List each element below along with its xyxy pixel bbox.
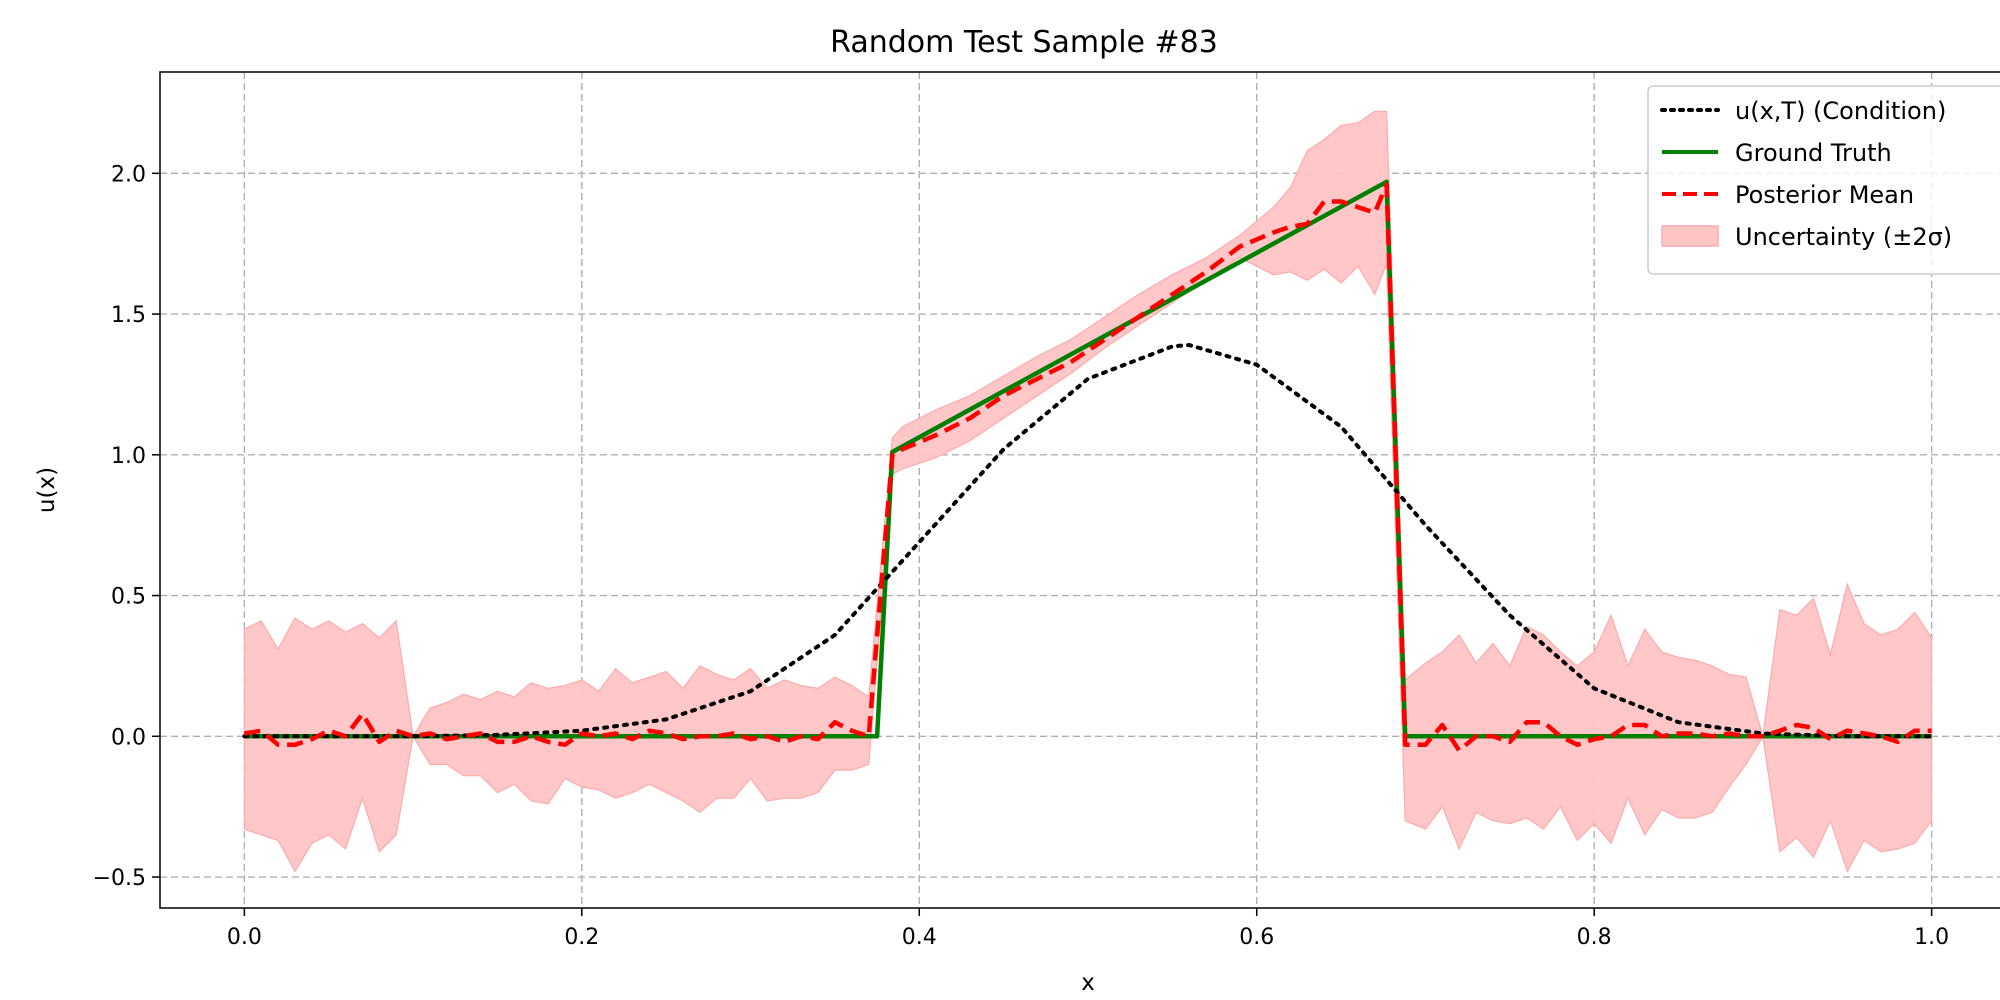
- y-axis-label: u(x): [34, 467, 60, 513]
- legend-label-posterior-mean: Posterior Mean: [1735, 181, 1914, 209]
- condition-line: [242, 343, 1934, 739]
- y-tick-label: 2.0: [111, 162, 146, 187]
- x-tick-label: 0.2: [564, 925, 599, 950]
- legend-label-ground-truth: Ground Truth: [1735, 139, 1892, 167]
- x-tick-label: 1.0: [1914, 925, 1949, 950]
- series-lines: [242, 179, 1934, 753]
- y-axis-ticks: −0.5 0.0 0.5 1.0 1.5 2.0: [93, 162, 160, 891]
- y-tick-label: 0.0: [111, 725, 146, 750]
- legend-box: [1647, 85, 2000, 275]
- x-axis-ticks: 0.0 0.2 0.4 0.6 0.8 1.0: [227, 908, 1949, 950]
- legend: u(x,T) (Condition) Ground Truth Posterio…: [1647, 85, 2000, 275]
- x-axis-label: x: [1081, 970, 1095, 996]
- y-tick-label: 1.0: [111, 444, 146, 469]
- uncertainty-band: [243, 110, 1933, 873]
- legend-label-uncertainty: Uncertainty (±2σ): [1735, 223, 1952, 251]
- posterior-mean-line: [244, 182, 1932, 753]
- plot-frame: [159, 71, 2000, 909]
- x-tick-label: 0.8: [1577, 925, 1612, 950]
- y-tick-label: 0.5: [111, 585, 146, 610]
- chart-title: Random Test Sample #83: [830, 25, 1218, 60]
- legend-label-condition: u(x,T) (Condition): [1735, 97, 1946, 125]
- y-tick-label: 1.5: [111, 303, 146, 328]
- y-tick-label: −0.5: [93, 866, 146, 891]
- legend-swatch-uncertainty: [1661, 225, 1719, 247]
- x-tick-label: 0.4: [902, 925, 937, 950]
- x-tick-label: 0.0: [227, 925, 262, 950]
- uncertainty-band-area: [243, 110, 1933, 873]
- x-tick-label: 0.6: [1239, 925, 1274, 950]
